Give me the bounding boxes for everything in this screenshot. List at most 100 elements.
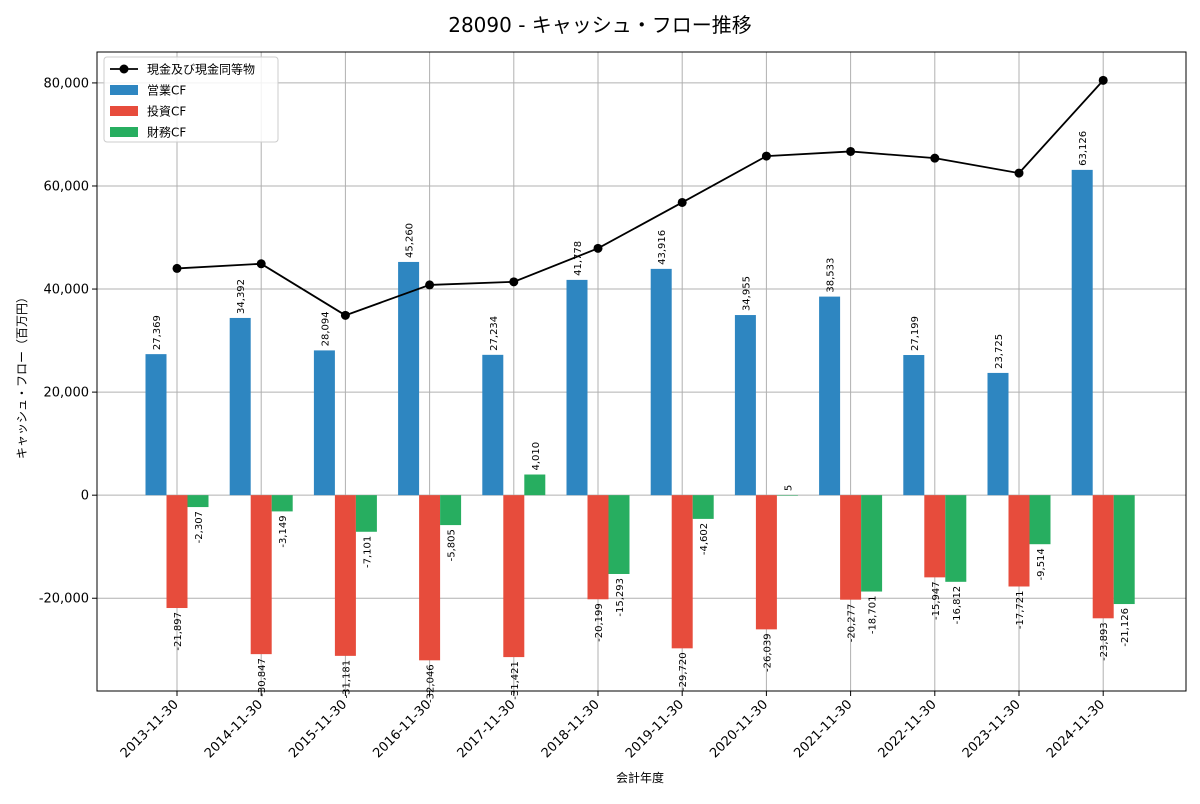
cash-equivalents-point [1014,168,1024,178]
cash-equivalents-point [846,146,856,156]
bar-営業CF [903,355,925,496]
bar-value-label: -21,897 [173,612,184,651]
bar-value-label: 27,234 [489,316,500,351]
bar-value-label: 27,369 [152,315,163,350]
legend-label: 財務CF [147,125,186,140]
bar-営業CF [313,350,335,496]
cash-equivalents-point [340,310,350,320]
cash-equivalents-point [761,151,771,161]
bar-value-label: 38,533 [826,258,837,293]
bar-value-label: -2,307 [194,511,205,543]
bar-value-label: 34,392 [236,279,247,314]
bar-value-label: 4,010 [531,442,542,471]
line-layer [172,75,1108,320]
x-tick-label: 2018-11-30 [539,697,603,761]
cash-equivalents-point [593,243,603,253]
cash-equivalents-point [509,277,519,287]
bar-value-label: -20,199 [594,603,605,642]
bar-財務CF [861,495,883,592]
y-tick-label: 0 [81,489,89,504]
x-axis-label: 会計年度 [616,770,664,785]
bar-財務CF [692,495,714,519]
bar-value-label: -23,893 [1099,622,1110,661]
cash-equivalents-point [930,153,940,163]
bar-value-label: 63,126 [1078,131,1089,166]
bar-value-label: 28,094 [320,311,331,346]
bar-value-label: -21,126 [1120,608,1131,647]
x-tick-label: 2020-11-30 [707,697,771,761]
bar-value-label: -5,805 [447,529,458,561]
bar-投資CF [671,495,693,649]
bar-投資CF [250,495,272,655]
bar-投資CF [334,495,356,656]
bar-value-label: -30,847 [257,658,268,697]
bar-投資CF [166,495,188,609]
bar-営業CF [482,354,504,496]
bar-財務CF [945,495,967,582]
bar-value-label: -9,514 [1036,548,1047,580]
legend-bar-swatch [110,106,138,116]
bar-営業CF [650,268,672,496]
chart-title: 28090 - キャッシュ・フロー推移 [448,13,752,37]
bar-営業CF [734,315,756,496]
bar-営業CF [145,354,167,496]
bar-財務CF [1029,495,1051,545]
x-tick-label: 2022-11-30 [876,697,940,761]
x-tick-label: 2023-11-30 [960,697,1024,761]
bar-財務CF [187,495,209,508]
bar-営業CF [819,296,841,496]
bar-財務CF [271,495,293,512]
x-tick-label: 2014-11-30 [202,697,266,761]
bar-value-label: -15,947 [931,581,942,620]
bar-財務CF [524,474,546,496]
bar-value-label: -3,149 [278,515,289,547]
bar-投資CF [1008,495,1030,587]
bar-value-label: -32,046 [426,664,437,703]
bar-財務CF [608,495,630,574]
bar-value-label: -17,721 [1015,590,1026,629]
x-tick-label: 2021-11-30 [791,697,855,761]
bar-投資CF [587,495,609,600]
x-tick-label: 2017-11-30 [455,697,519,761]
cash-equivalents-point [425,280,435,290]
bar-value-label: 23,725 [994,334,1005,369]
bar-value-label: -4,602 [699,523,710,555]
x-tick-label: 2013-11-30 [118,697,182,761]
bar-営業CF [398,261,420,496]
legend-label: 営業CF [147,84,186,98]
bar-value-label: -18,701 [868,596,879,635]
legend-bar-swatch [110,127,138,137]
cash-equivalents-point [1098,75,1108,85]
bar-value-label: 45,260 [405,223,416,258]
bar-value-label: -31,421 [510,661,521,700]
y-tick-label: 60,000 [44,179,90,194]
bar-投資CF [1092,495,1114,619]
bar-投資CF [419,495,441,661]
bar-営業CF [229,317,251,496]
cash-equivalents-point [256,259,266,269]
bar-財務CF [1113,495,1135,605]
bar-value-label: -29,720 [678,652,689,691]
bar-value-label: -26,039 [762,633,773,672]
legend-box [103,56,279,143]
bar-投資CF [503,495,525,658]
bar-投資CF [755,495,777,630]
bar-財務CF [355,495,377,532]
bar-value-label: 27,199 [910,316,921,351]
bar-財務CF [776,495,798,496]
bar-value-label: -16,812 [952,586,963,625]
plot-frame [96,51,1187,692]
y-axis-label: キャッシュ・フロー（百万円） [15,291,29,459]
x-tick-label: 2016-11-30 [370,697,434,761]
bar-財務CF [440,495,462,526]
bar-value-label: 43,916 [657,230,668,265]
legend-label: 投資CF [147,104,186,119]
y-tick-label: 20,000 [44,386,90,401]
bar-value-label: -31,181 [341,660,352,699]
bar-value-label: 41,778 [573,241,584,276]
y-tick-label: 80,000 [44,76,90,91]
x-tick-label: 2024-11-30 [1044,697,1108,761]
